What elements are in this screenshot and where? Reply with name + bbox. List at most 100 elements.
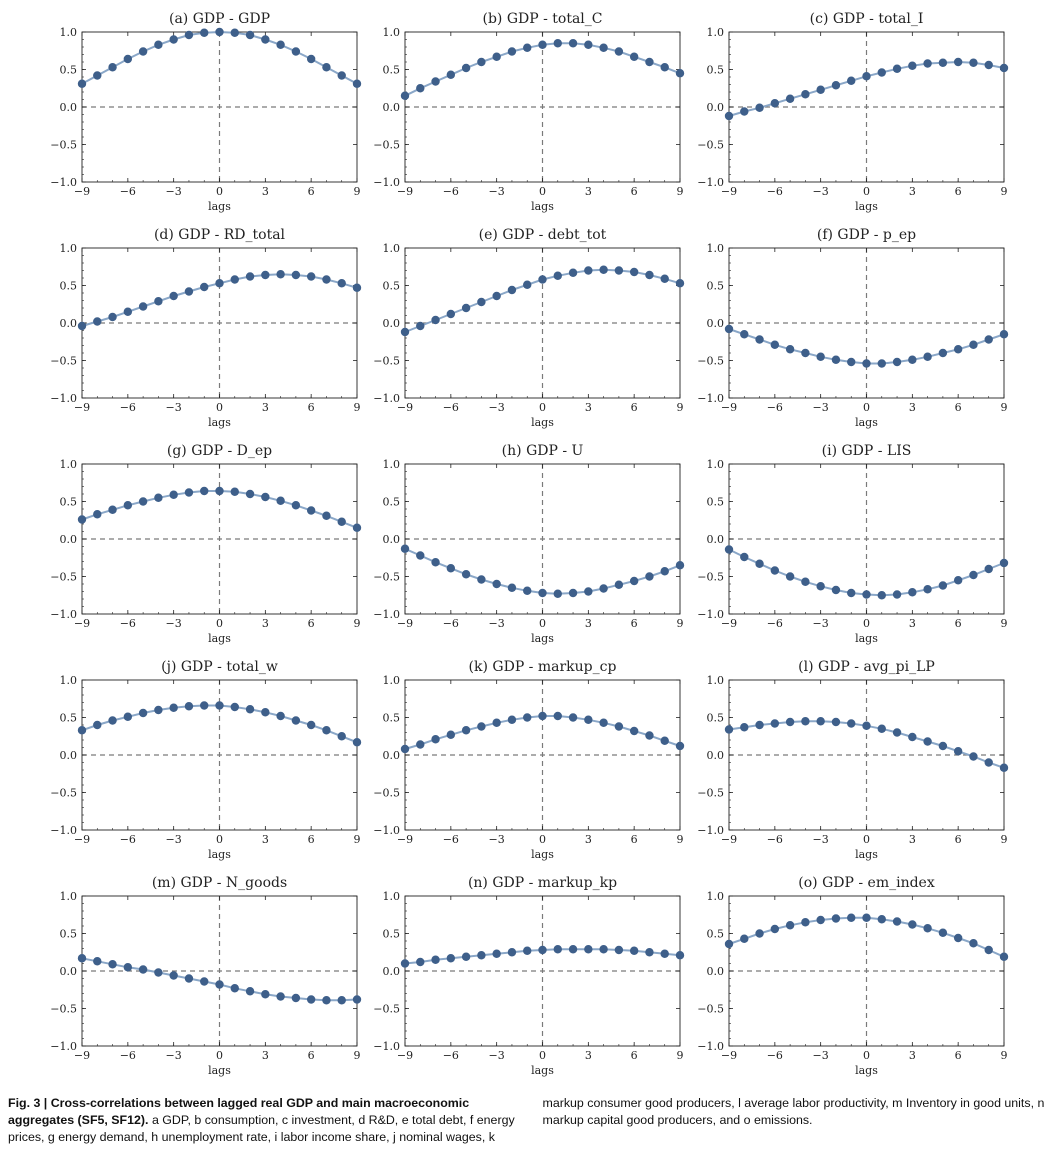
data-point-k (523, 713, 532, 722)
data-point-j (123, 712, 133, 721)
y-tick-label-d: 0.0 (60, 317, 78, 330)
y-tick-label-a: −1.0 (50, 176, 77, 189)
data-point-a (337, 71, 346, 80)
data-point-o (724, 939, 734, 949)
data-point-n (629, 946, 639, 955)
y-tick-label-o: −1.0 (697, 1040, 724, 1053)
data-point-i (862, 590, 871, 599)
data-point-d (215, 279, 224, 288)
y-tick-label-n: 0.0 (383, 965, 401, 978)
y-tick-label-a: 0.5 (60, 64, 78, 77)
data-point-g (154, 493, 163, 502)
data-point-o (862, 913, 871, 922)
data-point-g (200, 486, 209, 496)
x-tick-label-a: −9 (74, 185, 90, 198)
data-point-n (599, 945, 608, 954)
data-point-j (154, 705, 163, 715)
y-tick-label-i: −0.5 (697, 571, 724, 584)
panel-title-g: (g) GDP - D_ep (167, 443, 272, 459)
y-tick-label-j: 0.0 (60, 749, 78, 762)
x-axis-label-a: lags (208, 200, 231, 213)
data-point-o (847, 913, 856, 922)
panel-title-d: (d) GDP - RD_total (154, 227, 286, 243)
x-tick-label-e: 9 (677, 401, 684, 414)
x-tick-label-n: 3 (585, 1049, 592, 1062)
data-point-o (755, 929, 764, 938)
data-point-a (93, 71, 102, 80)
data-point-j (200, 701, 209, 710)
data-point-o (953, 933, 963, 943)
x-axis-label-n: lags (531, 1064, 554, 1077)
y-tick-label-n: 0.5 (383, 928, 401, 941)
y-tick-label-c: −1.0 (697, 176, 724, 189)
x-tick-label-l: 3 (909, 833, 916, 846)
data-point-d (261, 270, 270, 280)
data-point-l (984, 758, 993, 767)
y-tick-label-i: 0.0 (707, 533, 725, 546)
panel-title-h: (h) GDP - U (502, 443, 584, 459)
y-tick-label-m: −1.0 (50, 1040, 77, 1053)
x-tick-label-d: 3 (262, 401, 269, 414)
data-point-o (831, 914, 841, 923)
panel-title-c: (c) GDP - total_I (810, 11, 924, 27)
data-point-b (507, 47, 517, 56)
y-tick-label-e: 1.0 (383, 242, 401, 255)
x-tick-label-a: −6 (120, 185, 136, 198)
data-point-l (740, 723, 749, 732)
x-axis-label-e: lags (531, 416, 554, 429)
data-point-d (184, 287, 194, 296)
panel-h: (h) GDP - U −1.0 −0.5 0.0 0.5 1.0 −9 −6 −3 0 3 6 9 la… (373, 443, 685, 645)
y-tick-label-j: −1.0 (50, 824, 77, 837)
data-point-g (306, 506, 316, 515)
x-tick-label-b: −3 (489, 185, 505, 198)
data-point-d (352, 283, 362, 292)
data-point-o (877, 915, 886, 924)
data-point-l (816, 717, 825, 726)
data-point-h (584, 587, 593, 596)
x-tick-label-f: 3 (909, 401, 916, 414)
panel-k: (k) GDP - markup_cp −1.0 −0.5 0.0 0.5 1.0 −9 −6… (373, 659, 685, 861)
data-point-i (984, 564, 993, 574)
data-point-d (291, 270, 301, 280)
x-tick-label-i: 6 (955, 617, 962, 630)
data-point-i (801, 577, 810, 586)
data-point-f (801, 348, 810, 358)
x-tick-label-f: −9 (721, 401, 737, 414)
data-point-c (984, 60, 993, 70)
x-tick-label-n: −3 (489, 1049, 505, 1062)
data-point-b (461, 63, 471, 73)
data-point-b (645, 57, 654, 67)
data-point-e (599, 265, 608, 274)
data-point-j (352, 738, 362, 747)
y-tick-label-d: −1.0 (50, 392, 77, 405)
data-point-c (969, 58, 978, 67)
data-point-f (847, 357, 856, 367)
data-point-k (416, 740, 425, 749)
y-tick-label-m: 0.0 (60, 965, 78, 978)
data-point-n (660, 949, 669, 958)
data-point-c (770, 99, 780, 108)
x-tick-label-g: 3 (262, 617, 269, 630)
y-tick-label-d: 0.5 (60, 280, 78, 293)
data-point-o (785, 921, 795, 930)
data-point-n (416, 957, 425, 967)
data-point-d (276, 270, 285, 279)
data-point-n (400, 959, 410, 968)
x-tick-label-h: −6 (443, 617, 459, 630)
y-tick-label-k: −0.5 (373, 787, 400, 800)
data-point-g (169, 490, 178, 499)
x-tick-label-l: −6 (767, 833, 783, 846)
data-point-e (446, 309, 456, 319)
x-tick-label-j: 0 (216, 833, 223, 846)
data-point-m (200, 977, 209, 986)
y-tick-label-k: 0.5 (383, 712, 401, 725)
panel-g: (g) GDP - D_ep −1.0 −0.5 0.0 0.5 1.0 −9 −6 −3 0 3 6… (50, 443, 362, 645)
x-tick-label-c: 3 (909, 185, 916, 198)
data-point-m (93, 957, 102, 966)
x-tick-label-g: 6 (308, 617, 315, 630)
data-point-m (108, 960, 117, 969)
data-point-l (831, 717, 841, 727)
data-point-j (291, 716, 301, 725)
x-tick-label-n: −6 (443, 1049, 459, 1062)
data-point-b (584, 40, 593, 49)
